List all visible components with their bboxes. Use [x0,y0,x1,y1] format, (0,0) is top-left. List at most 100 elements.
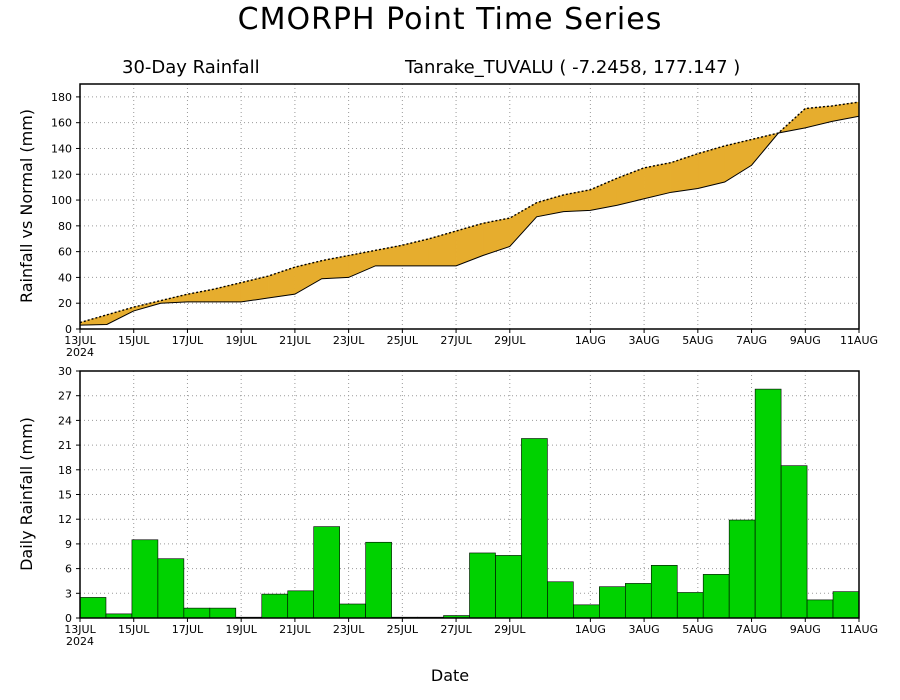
top-x-tick-label: 13JUL [64,334,96,347]
daily-rainfall-bar [754,388,782,619]
below-normal-fill [375,244,403,267]
daily-rainfall-bar [79,597,107,619]
below-normal-fill [402,238,430,267]
bottom-x-tick-label: 21JUL [279,623,311,636]
bottom-x-tick-label: 17JUL [172,623,204,636]
daily-rainfall-bar [676,592,704,619]
below-normal-fill [455,222,484,267]
top-series-lines [79,101,860,326]
below-normal-fill [670,153,699,193]
daily-rainfall-bar [832,591,860,619]
below-normal-fill [563,189,591,212]
bottom-y-tick-label: 18 [58,464,72,477]
top-y-tick-label: 140 [51,142,72,155]
top-y-tick-label: 60 [58,246,72,259]
top-plot-frame [79,83,860,330]
daily-rainfall-bar [728,519,756,619]
daily-rainfall-bar [495,555,522,619]
below-normal-fill [240,275,269,303]
bottom-y-tick-label: 15 [58,489,72,502]
top-x-tick-label: 29JUL [494,334,526,347]
daily-rainfall-bar [287,590,315,619]
daily-rainfall-bar [702,574,730,619]
bottom-y-tick-label: 3 [65,587,72,600]
top-x-tick-label: 17JUL [172,334,204,347]
daily-rainfall-bar [365,541,392,619]
daily-rainfall-bar [573,604,600,619]
bottom-x-tick-label: 13JUL [64,623,96,636]
bottom-x-tick-label: 19JUL [225,623,257,636]
daily-rainfall-bar [806,599,834,619]
below-normal-fill [428,230,457,267]
below-normal-fill [482,217,511,256]
daily-rainfall-bar [599,586,626,619]
top-x-tick-label: 5AUG [682,334,713,347]
daily-rainfall-bar [261,593,289,619]
top-x-tick-label: 1AUG [575,334,606,347]
daily-rainfall-bar [131,539,159,619]
bottom-y-tick-label: 6 [65,563,72,576]
bottom-y-tick-label: 24 [58,414,72,427]
below-normal-fill [106,306,134,325]
bottom-x-tick-label: 25JUL [387,623,419,636]
bottom-y-tick-labels: 0 3 6 9 12 15 18 21 24 27 30 [58,365,80,625]
top-x-tick-label: 25JUL [387,334,419,347]
bottom-y-tick-label: 0 [65,612,72,625]
daily-rainfall-bar [339,603,366,619]
top-x-tick-label: 9AUG [790,334,821,347]
bottom-x-tick-label: 1AUG [575,623,606,636]
daily-rainfall-bar [313,526,340,619]
bottom-x-tick-label: 27JUL [440,623,472,636]
top-y-tick-label: 100 [51,194,72,207]
bottom-x-tick-label: 11AUG [840,623,878,636]
bottom-x-tick-label: 5AUG [682,623,713,636]
bottom-x-tick-label: 7AUG [736,623,767,636]
top-area-fills [79,101,860,326]
top-x-tick-label: 21JUL [279,334,311,347]
top-x-tick-label: 3AUG [629,334,660,347]
top-y-tick-label: 180 [51,91,72,104]
top-x-tick-label: 23JUL [333,334,365,347]
daily-rainfall-bar [624,583,652,619]
bottom-y-tick-label: 12 [58,513,72,526]
chart-subtitle-period: 30-Day Rainfall [122,57,260,78]
bottom-x-tick-label: 9AUG [790,623,821,636]
top-x-tick-label: 19JUL [225,334,257,347]
top-y-tick-labels: 0 20 40 60 80 100 120 140 160 180 [51,91,80,336]
top-x-tick-label: 15JUL [118,334,150,347]
bottom-x-tick-label: 29JUL [494,623,526,636]
top-x-tick-year: 2024 [66,346,94,359]
bottom-x-tick-year: 2024 [66,635,94,648]
top-y-tick-label: 0 [65,323,72,336]
daily-rainfall-bar [547,581,574,619]
below-normal-fill [697,145,725,189]
daily-rainfall-bar [469,552,496,619]
observed-rainfall-line [79,115,860,326]
below-normal-fill [294,260,323,295]
bottom-x-tick-label: 23JUL [333,623,365,636]
daily-rainfall-bars [79,388,860,619]
daily-rainfall-bar [780,465,808,619]
bottom-x-tick-label: 15JUL [118,623,150,636]
top-x-tick-label: 11AUG [840,334,878,347]
bottom-y-tick-label: 21 [58,439,72,452]
normal-rainfall-line [79,101,860,324]
chart-title: CMORPH Point Time Series [238,2,663,37]
bottom-y-axis-label: Daily Rainfall (mm) [17,417,36,571]
below-normal-fill [509,202,537,248]
top-x-tick-label: 27JUL [440,334,472,347]
below-normal-fill [79,314,108,326]
top-y-tick-label: 40 [58,271,72,284]
top-y-axis-label: Rainfall vs Normal (mm) [17,109,36,303]
bottom-y-tick-label: 27 [58,390,72,403]
daily-rainfall-bar [521,438,548,619]
x-axis-label: Date [431,666,469,685]
below-normal-fill [724,139,752,183]
top-x-tick-label: 7AUG [736,334,767,347]
daily-rainfall-bar [209,607,237,619]
